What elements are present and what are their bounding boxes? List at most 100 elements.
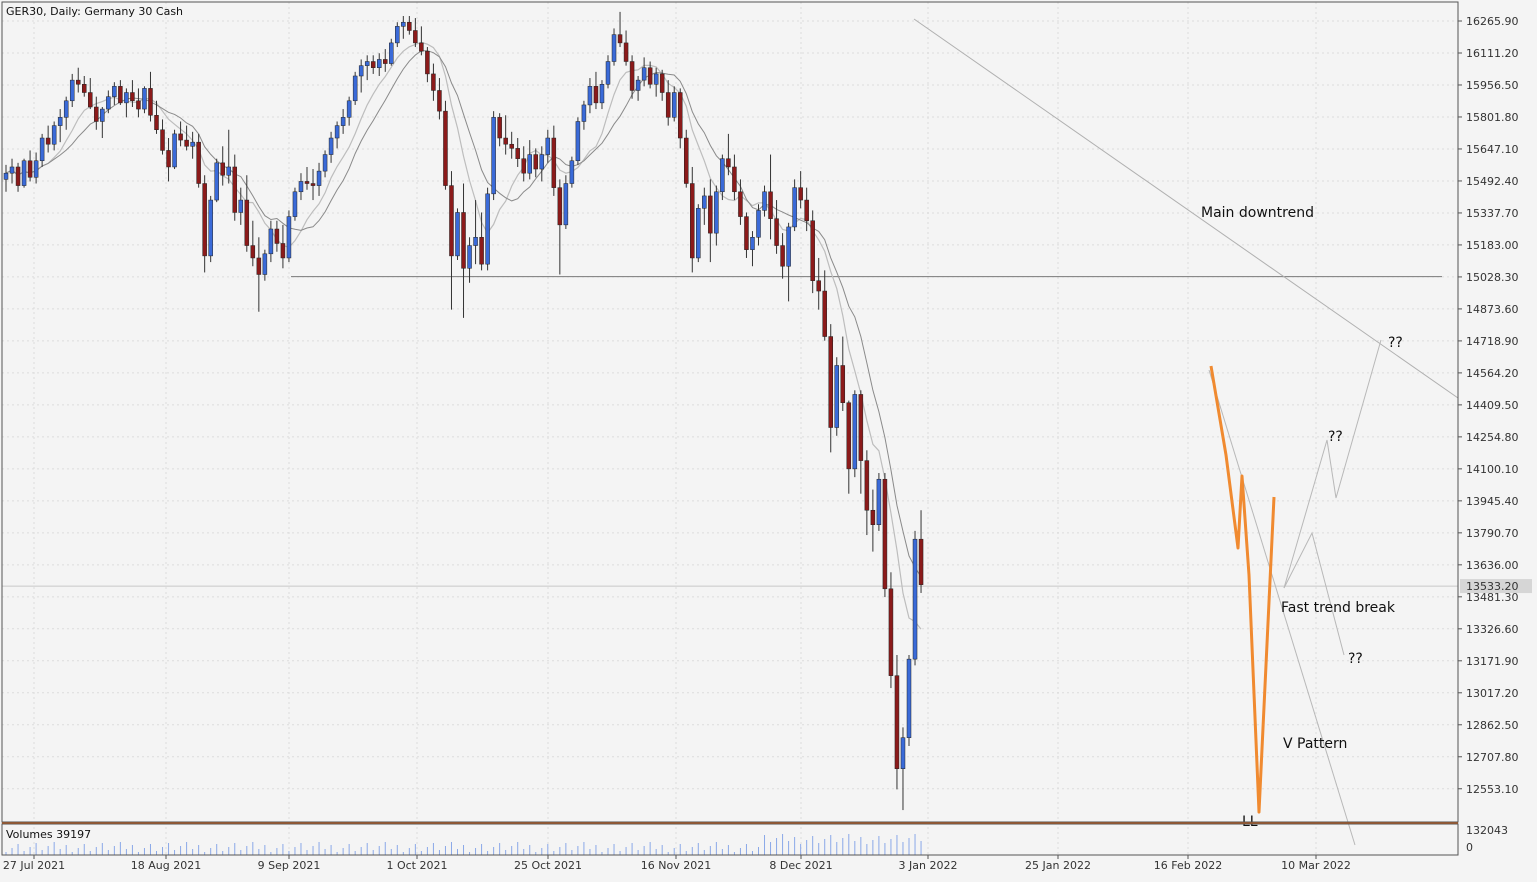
price-tick-label: 12553.10	[1466, 783, 1519, 796]
volume-tick-label: 132043	[1466, 824, 1508, 837]
candle-body-bearish	[677, 92, 683, 139]
price-tick-label: 14718.90	[1466, 335, 1519, 348]
price-tick-label: 16265.90	[1466, 15, 1519, 28]
date-tick-label: 8 Dec 2021	[769, 859, 832, 872]
candle-body-bearish	[828, 336, 833, 428]
date-tick-label: 9 Sep 2021	[258, 859, 321, 872]
candle-body-bearish	[88, 92, 93, 108]
v-pattern-line	[1209, 365, 1276, 814]
candle-body-bullish	[316, 170, 322, 186]
candle-body-bearish	[509, 143, 514, 149]
candle-body-bullish	[358, 65, 364, 77]
candle-body-bearish	[154, 115, 159, 130]
candle-body-bullish	[756, 210, 761, 238]
candle-body-bearish	[732, 166, 737, 193]
annotations: Main downtrend???? Fast trend break?? V Pa…	[1201, 205, 1403, 830]
candle-body-bearish	[256, 257, 262, 275]
annotation-text: V Pattern	[1283, 736, 1347, 752]
candle-body-bearish	[629, 61, 635, 91]
candle-body-bullish	[352, 75, 358, 102]
candle-body-bearish	[220, 162, 225, 176]
candle-body-bullish	[334, 125, 340, 139]
current-price-box	[1460, 579, 1532, 594]
fast-trend-line	[1208, 369, 1356, 846]
candle-body-bullish	[696, 208, 701, 259]
candle-body-bearish	[726, 158, 731, 168]
candle-body-bullish	[268, 228, 274, 255]
price-tick-label: 14873.60	[1466, 303, 1519, 316]
candle-body-bearish	[304, 181, 310, 184]
date-tick-label: 16 Nov 2021	[641, 859, 711, 872]
candle-body-bullish	[238, 199, 244, 213]
candle-body-bullish	[900, 737, 906, 769]
candle-body-bearish	[479, 237, 484, 265]
candle-body-bullish	[455, 212, 460, 257]
date-tick-label: 18 Aug 2021	[131, 859, 201, 872]
candle-body-bearish	[768, 191, 773, 219]
volume-label: Volumes 39197	[6, 828, 91, 841]
candle-body-bullish	[286, 216, 292, 259]
candle-body-bearish	[888, 588, 894, 676]
candle-body-bullish	[714, 191, 719, 234]
volume-bars	[5, 834, 922, 855]
date-tick-label: 10 Mar 2022	[1281, 859, 1351, 872]
candle-body-bearish	[413, 30, 418, 44]
candle-body-bullish	[575, 121, 581, 162]
price-tick-label: 16111.20	[1466, 47, 1519, 60]
current-price-label: 13533.20	[1466, 580, 1519, 593]
candle-body-bullish	[527, 154, 532, 174]
candle-body-bullish	[605, 61, 611, 85]
candle-body-bullish	[671, 92, 677, 118]
volume-tick-label: 0	[1466, 841, 1473, 854]
candle-body-bullish	[51, 125, 57, 145]
candle-body-bearish	[184, 139, 189, 147]
date-tick-label: 27 Jul 2021	[3, 859, 65, 872]
price-tick-label: 13017.20	[1466, 687, 1519, 700]
candle-body-bearish	[148, 88, 153, 116]
candle-body-bullish	[226, 166, 231, 176]
trend-lines	[291, 18, 1459, 846]
candle-body-bullish	[563, 183, 569, 226]
candle-body-bullish	[69, 79, 75, 102]
candle-body-bearish	[130, 92, 135, 102]
price-tick-label: 15183.00	[1466, 239, 1519, 252]
candle-body-bullish	[190, 141, 195, 147]
price-tick-label: 15492.40	[1466, 175, 1519, 188]
annotation-text: ??	[1388, 335, 1403, 351]
candle-body-bullish	[581, 104, 587, 122]
candle-body-bullish	[100, 108, 105, 122]
annotation-text: Fast trend break	[1281, 600, 1396, 616]
candle-body-bullish	[262, 253, 268, 275]
date-tick-label: 25 Jan 2022	[1025, 859, 1091, 872]
candle-body-bearish	[533, 154, 539, 170]
candle-body-bullish	[112, 86, 117, 97]
candle-body-bearish	[503, 137, 508, 145]
candle-body-bearish	[419, 42, 424, 52]
candle-body-bullish	[57, 117, 63, 126]
annotation-text: ??	[1348, 651, 1363, 667]
candle-body-bullish	[762, 191, 767, 211]
candle-body-bearish	[274, 228, 280, 244]
candle-body-bullish	[322, 154, 328, 172]
scenario-down-path	[1283, 531, 1345, 656]
candle-body-bearish	[370, 61, 376, 68]
annotation-text: Main downtrend	[1201, 205, 1314, 221]
price-tick-label: 14100.10	[1466, 463, 1519, 476]
candle-body-bearish	[744, 216, 749, 250]
candle-body-bearish	[196, 141, 201, 184]
candle-body-bullish	[473, 237, 478, 246]
candle-body-bullish	[485, 193, 490, 265]
candle-body-bullish	[106, 96, 111, 110]
candle-body-bullish	[834, 365, 840, 428]
candle-body-bearish	[250, 245, 256, 259]
candle-body-bullish	[389, 42, 394, 64]
candle-body-bearish	[858, 394, 864, 461]
candle-body-bearish	[15, 166, 21, 186]
price-tick-label: 13326.60	[1466, 623, 1519, 636]
candle-body-bullish	[912, 538, 918, 660]
candle-body-bullish	[376, 59, 382, 68]
candle-body-bearish	[557, 187, 563, 226]
annotation-text: ??	[1328, 429, 1343, 445]
